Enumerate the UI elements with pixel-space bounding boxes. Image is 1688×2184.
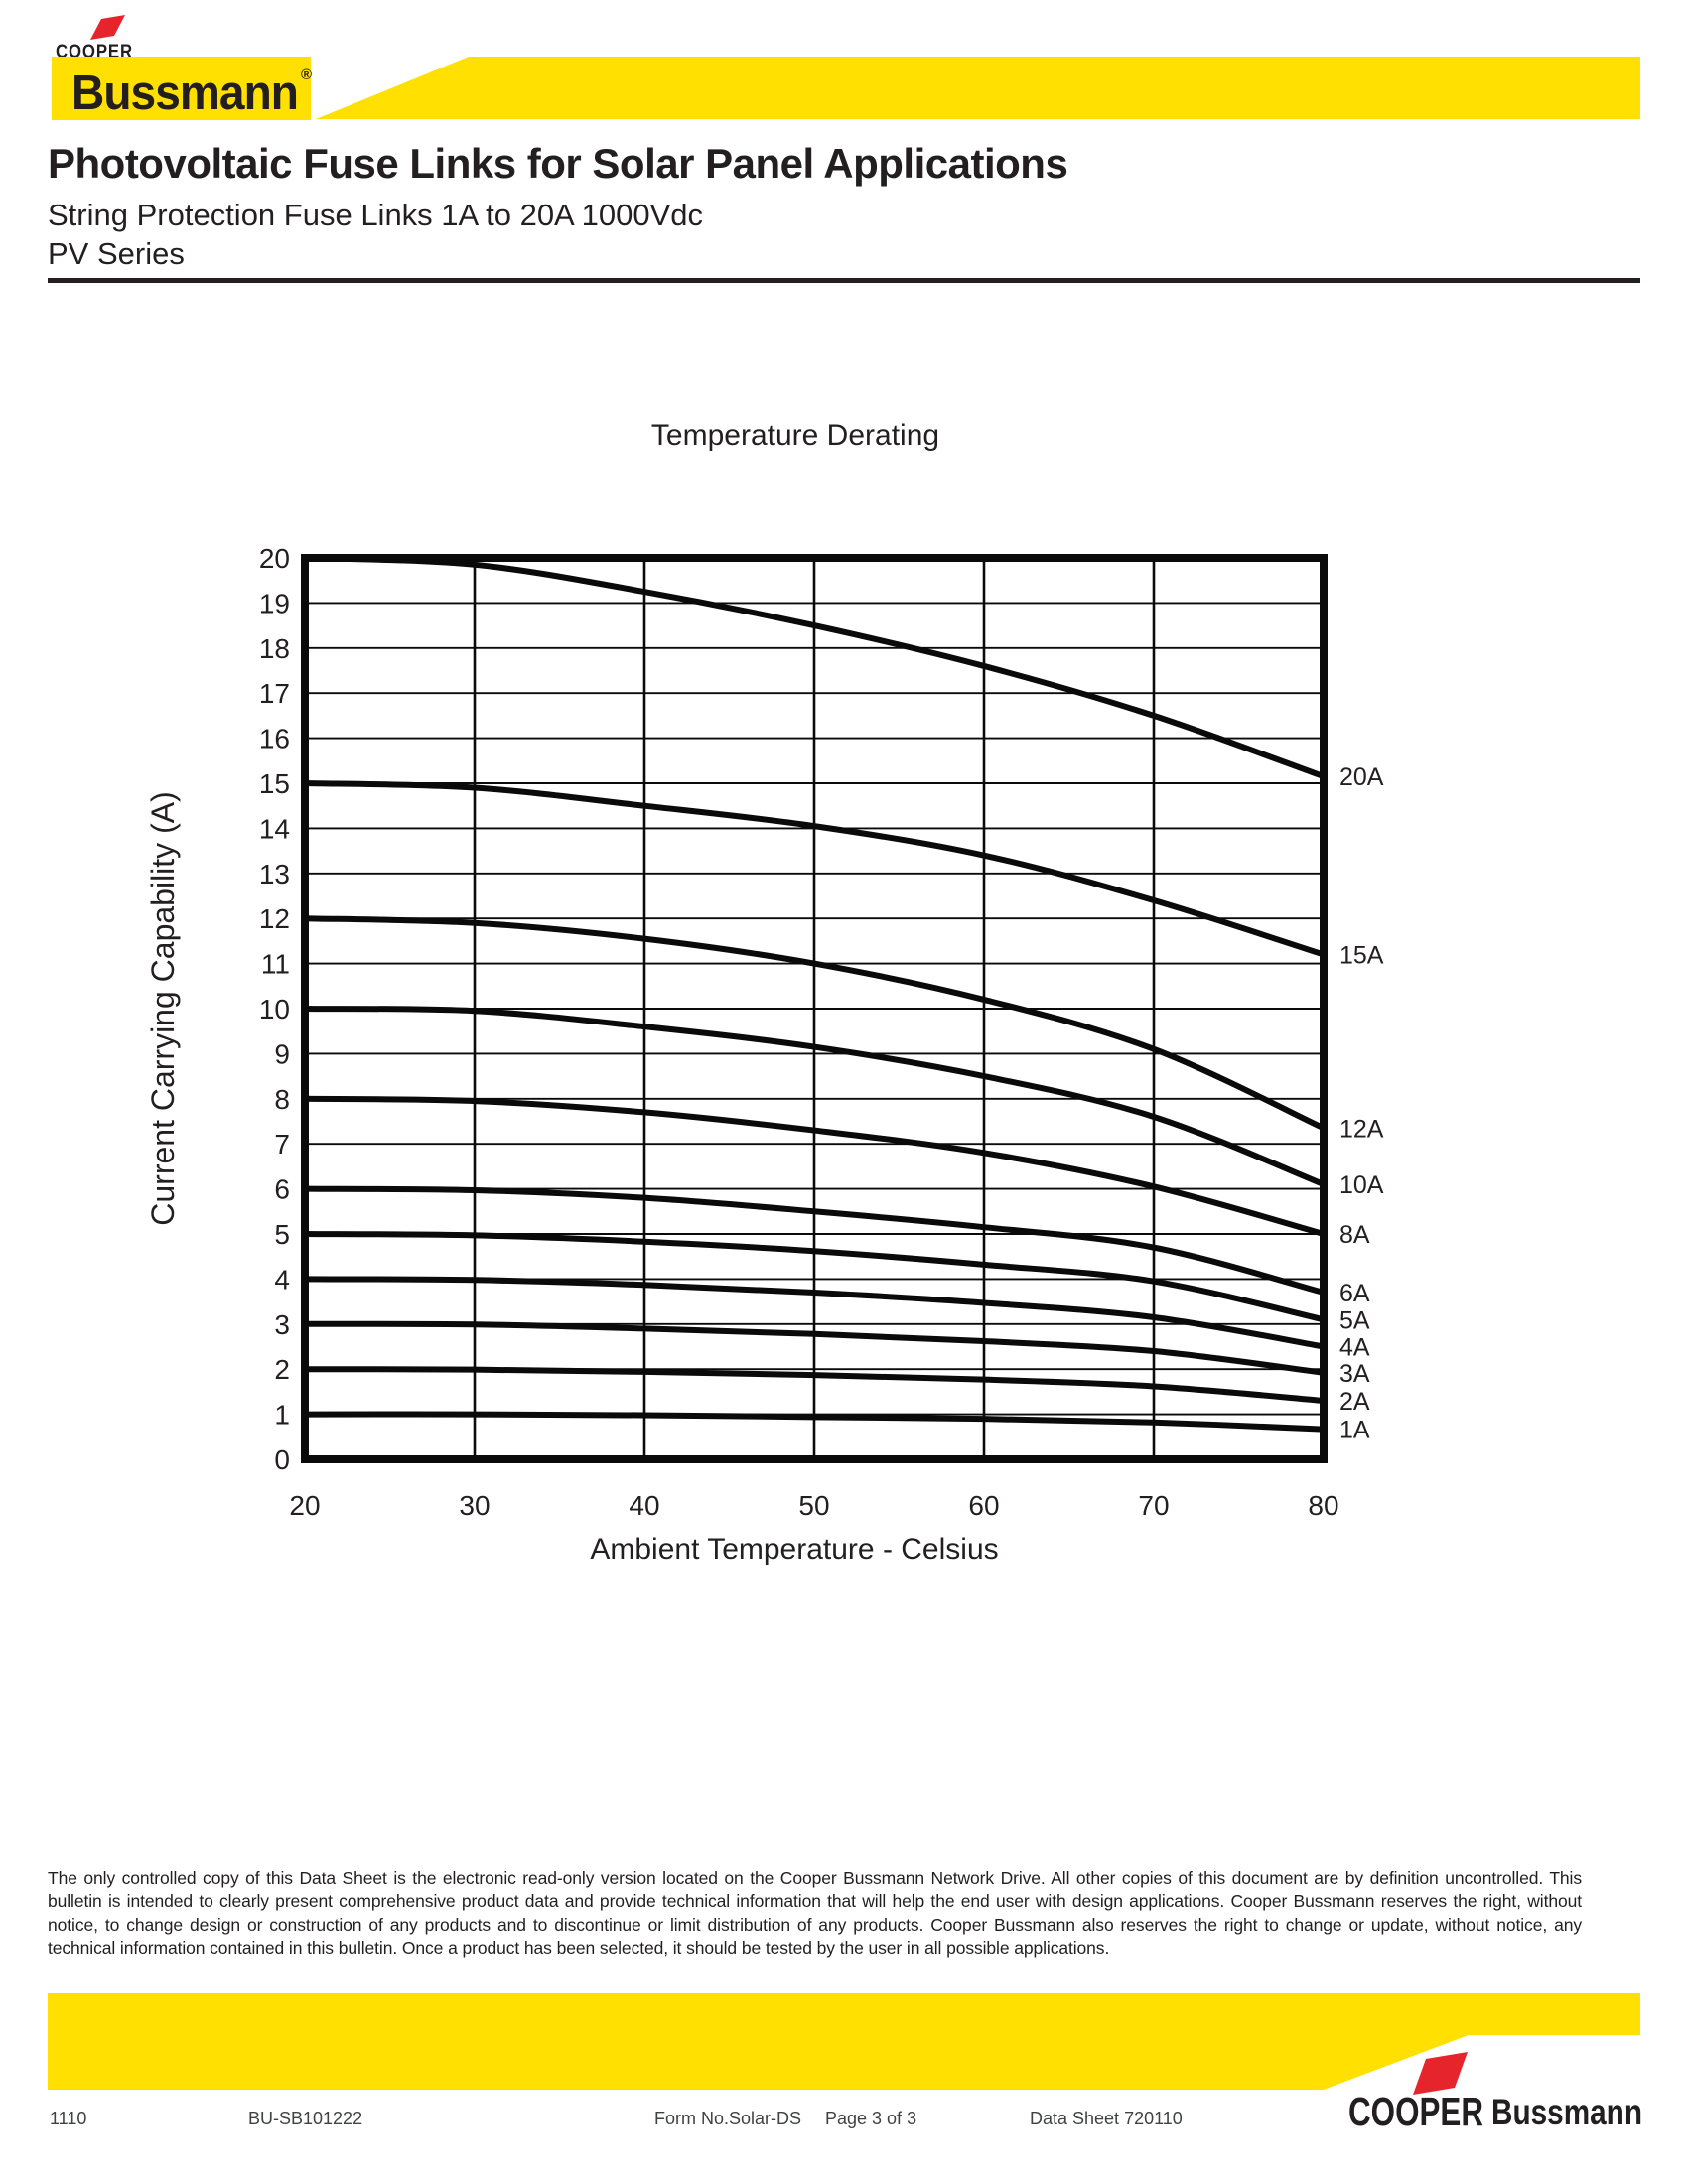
curve-10A: [302, 1006, 1327, 1188]
footer-page-number: Page 3 of 3: [825, 2109, 917, 2128]
footer-form-number: Form No.Solar-DS: [654, 2109, 802, 2128]
x-axis-title: Ambient Temperature - Celsius: [590, 1533, 998, 1566]
curve-6A: [302, 1185, 1327, 1297]
curve-label-10A: 10A: [1339, 1171, 1384, 1199]
footer-bussmann-wordmark: Bussmann: [1491, 2092, 1642, 2132]
curve-label-2A: 2A: [1339, 1388, 1370, 1416]
curve-15A: [302, 780, 1327, 958]
header-red-parallelogram-icon: [90, 15, 125, 40]
curve-label-8A: 8A: [1339, 1221, 1370, 1249]
curve-4A: [302, 1276, 1327, 1350]
curve-label-20A: 20A: [1339, 763, 1384, 791]
curve-label-4A: 4A: [1339, 1334, 1370, 1362]
y-tick-label: 11: [261, 949, 290, 980]
curve-label-1A: 1A: [1339, 1417, 1370, 1444]
y-tick-label: 17: [259, 678, 290, 709]
x-tick-label: 60: [968, 1490, 999, 1521]
x-tick-label: 30: [459, 1490, 490, 1521]
y-tick-label: 2: [274, 1354, 290, 1385]
y-tick-label: 0: [274, 1444, 290, 1475]
curve-12A: [302, 915, 1327, 1132]
y-tick-label: 18: [259, 633, 290, 664]
curve-8A: [302, 1095, 1327, 1237]
y-tick-label: 15: [259, 768, 290, 799]
curve-label-5A: 5A: [1339, 1306, 1370, 1334]
curve-label-15A: 15A: [1339, 942, 1384, 970]
y-tick-label: 12: [259, 903, 290, 934]
bussmann-wordmark: Bussmann: [71, 67, 298, 120]
header-yellow-band: [316, 57, 1640, 119]
footer-cooper-wordmark: COOPER: [1348, 2089, 1483, 2134]
y-tick-label: 9: [274, 1038, 290, 1069]
bussmann-registered-mark: ®: [301, 67, 312, 83]
curve-1A: [302, 1411, 1327, 1433]
y-tick-label: 16: [259, 724, 290, 754]
page-subtitle-series: PV Series: [48, 236, 185, 271]
y-tick-label: 4: [274, 1264, 290, 1295]
y-axis-title: Current Carrying Capability (A): [145, 791, 181, 1225]
curve-3A: [302, 1320, 1327, 1376]
footer-date-code: 1110: [50, 2109, 87, 2128]
temperature-derating-chart: Temperature Derating01234567891011121314…: [145, 419, 1384, 1566]
chart-title: Temperature Derating: [651, 419, 939, 452]
y-tick-label: 19: [259, 588, 290, 618]
page-title: Photovoltaic Fuse Links for Solar Panel …: [48, 140, 1068, 187]
curve-label-3A: 3A: [1339, 1360, 1370, 1388]
y-tick-label: 6: [274, 1174, 290, 1205]
y-tick-label: 8: [274, 1084, 290, 1115]
footer-yellow-band: [48, 1993, 1640, 2090]
x-tick-label: 70: [1138, 1490, 1169, 1521]
y-tick-label: 14: [259, 813, 290, 844]
x-tick-label: 40: [629, 1490, 659, 1521]
curve-label-12A: 12A: [1339, 1115, 1384, 1143]
y-tick-label: 13: [259, 859, 290, 889]
footer-red-parallelogram-icon: [1413, 2052, 1468, 2095]
y-tick-label: 10: [259, 994, 290, 1024]
footer-bulletin-number: BU-SB101222: [248, 2109, 363, 2128]
bussmann-logo-box: [52, 57, 311, 120]
y-tick-label: 5: [274, 1219, 290, 1250]
x-tick-label: 20: [289, 1490, 320, 1521]
curve-20A: [302, 555, 1327, 780]
page-subtitle-range: String Protection Fuse Links 1A to 20A 1…: [48, 198, 704, 232]
y-tick-label: 7: [274, 1129, 290, 1160]
x-tick-label: 50: [798, 1490, 829, 1521]
y-tick-label: 20: [259, 543, 290, 574]
y-tick-label: 1: [274, 1400, 290, 1431]
curve-2A: [302, 1366, 1327, 1404]
plot-border: [301, 554, 1328, 1463]
header-divider-rule: [48, 278, 1640, 283]
x-tick-label: 80: [1308, 1490, 1338, 1521]
curve-label-6A: 6A: [1339, 1280, 1370, 1307]
curve-5A: [302, 1231, 1327, 1323]
disclaimer-paragraph: The only controlled copy of this Data Sh…: [48, 1868, 1582, 1959]
footer-datasheet-number: Data Sheet 720110: [1030, 2109, 1183, 2128]
y-tick-label: 3: [274, 1309, 290, 1340]
